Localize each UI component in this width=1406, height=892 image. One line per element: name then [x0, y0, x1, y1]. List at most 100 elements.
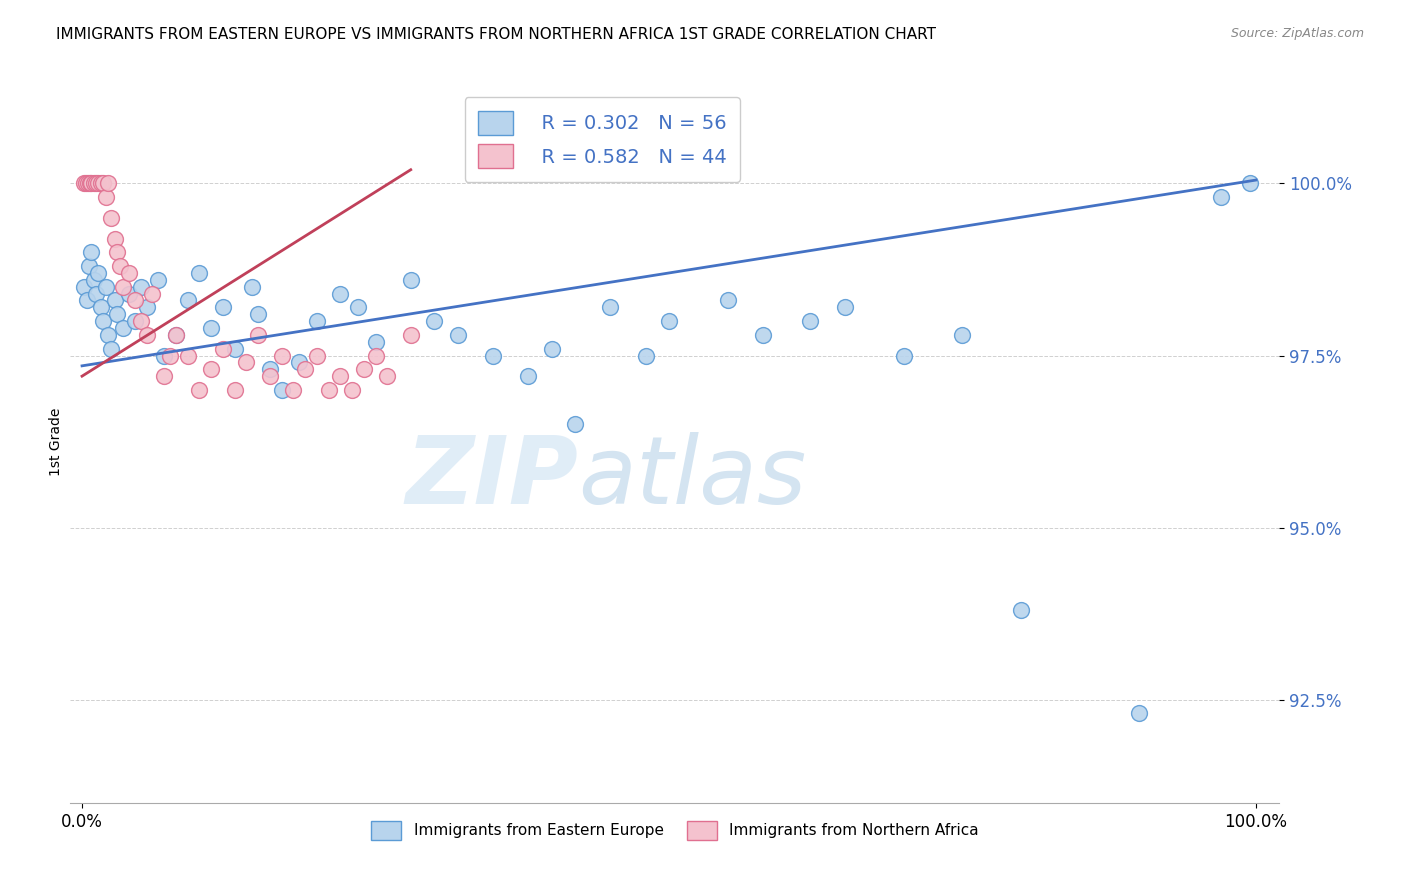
- Point: [108, 259, 131, 273]
- Point: [259, 362, 281, 376]
- Point: [247, 307, 270, 321]
- Point: [176, 349, 198, 363]
- Point: [100, 342, 122, 356]
- Point: [80, 177, 103, 191]
- Point: [188, 383, 211, 397]
- Point: [153, 349, 176, 363]
- Point: [634, 349, 657, 363]
- Point: [329, 286, 352, 301]
- Point: [76, 293, 98, 308]
- Point: [176, 293, 198, 308]
- Point: [340, 383, 363, 397]
- Point: [240, 279, 263, 293]
- Point: [329, 369, 352, 384]
- Point: [77, 259, 100, 273]
- Point: [399, 327, 422, 342]
- Point: [104, 231, 127, 245]
- Point: [364, 349, 387, 363]
- Point: [482, 349, 505, 363]
- Point: [90, 177, 112, 191]
- Point: [165, 327, 187, 342]
- Point: [224, 342, 246, 356]
- Point: [188, 266, 211, 280]
- Point: [212, 342, 235, 356]
- Point: [564, 417, 586, 432]
- Point: [399, 273, 422, 287]
- Point: [247, 327, 270, 342]
- Point: [73, 177, 96, 191]
- Point: [1010, 603, 1032, 617]
- Point: [118, 266, 141, 280]
- Point: [200, 321, 222, 335]
- Point: [259, 369, 281, 384]
- Point: [200, 362, 222, 376]
- Y-axis label: 1st Grade: 1st Grade: [49, 408, 63, 475]
- Point: [212, 301, 235, 315]
- Point: [318, 383, 340, 397]
- Point: [135, 301, 157, 315]
- Point: [375, 369, 398, 384]
- Point: [235, 355, 257, 369]
- Text: atlas: atlas: [578, 432, 807, 524]
- Point: [129, 279, 152, 293]
- Point: [517, 369, 540, 384]
- Point: [84, 177, 107, 191]
- Point: [105, 307, 128, 321]
- Point: [80, 245, 103, 260]
- Point: [94, 190, 117, 204]
- Point: [91, 314, 114, 328]
- Point: [148, 273, 170, 287]
- Point: [97, 327, 120, 342]
- Point: [97, 177, 120, 191]
- Point: [305, 314, 328, 328]
- Point: [79, 177, 101, 191]
- Point: [83, 273, 105, 287]
- Point: [90, 301, 112, 315]
- Point: [91, 177, 114, 191]
- Point: [283, 383, 305, 397]
- Point: [834, 301, 856, 315]
- Point: [87, 266, 110, 280]
- Text: ZIP: ZIP: [405, 432, 578, 524]
- Point: [353, 362, 375, 376]
- Point: [893, 349, 915, 363]
- Point: [124, 314, 146, 328]
- Point: [141, 286, 163, 301]
- Legend: Immigrants from Eastern Europe, Immigrants from Northern Africa: Immigrants from Eastern Europe, Immigran…: [364, 815, 986, 846]
- Point: [105, 245, 128, 260]
- Point: [1239, 177, 1261, 191]
- Point: [447, 327, 470, 342]
- Text: Source: ZipAtlas.com: Source: ZipAtlas.com: [1230, 27, 1364, 40]
- Point: [599, 301, 621, 315]
- Point: [1209, 190, 1232, 204]
- Point: [717, 293, 740, 308]
- Point: [83, 177, 105, 191]
- Point: [77, 177, 100, 191]
- Point: [112, 279, 135, 293]
- Point: [87, 177, 110, 191]
- Point: [75, 177, 97, 191]
- Point: [305, 349, 328, 363]
- Point: [124, 293, 146, 308]
- Point: [364, 334, 387, 349]
- Point: [540, 342, 562, 356]
- Point: [799, 314, 821, 328]
- Point: [112, 321, 135, 335]
- Point: [165, 327, 187, 342]
- Point: [129, 314, 152, 328]
- Point: [1128, 706, 1150, 721]
- Point: [153, 369, 176, 384]
- Point: [270, 349, 292, 363]
- Point: [135, 327, 157, 342]
- Point: [224, 383, 246, 397]
- Point: [94, 279, 117, 293]
- Point: [73, 279, 96, 293]
- Point: [118, 286, 141, 301]
- Text: IMMIGRANTS FROM EASTERN EUROPE VS IMMIGRANTS FROM NORTHERN AFRICA 1ST GRADE CORR: IMMIGRANTS FROM EASTERN EUROPE VS IMMIGR…: [56, 27, 936, 42]
- Point: [423, 314, 446, 328]
- Point: [84, 286, 107, 301]
- Point: [952, 327, 974, 342]
- Point: [104, 293, 127, 308]
- Point: [288, 355, 311, 369]
- Point: [658, 314, 681, 328]
